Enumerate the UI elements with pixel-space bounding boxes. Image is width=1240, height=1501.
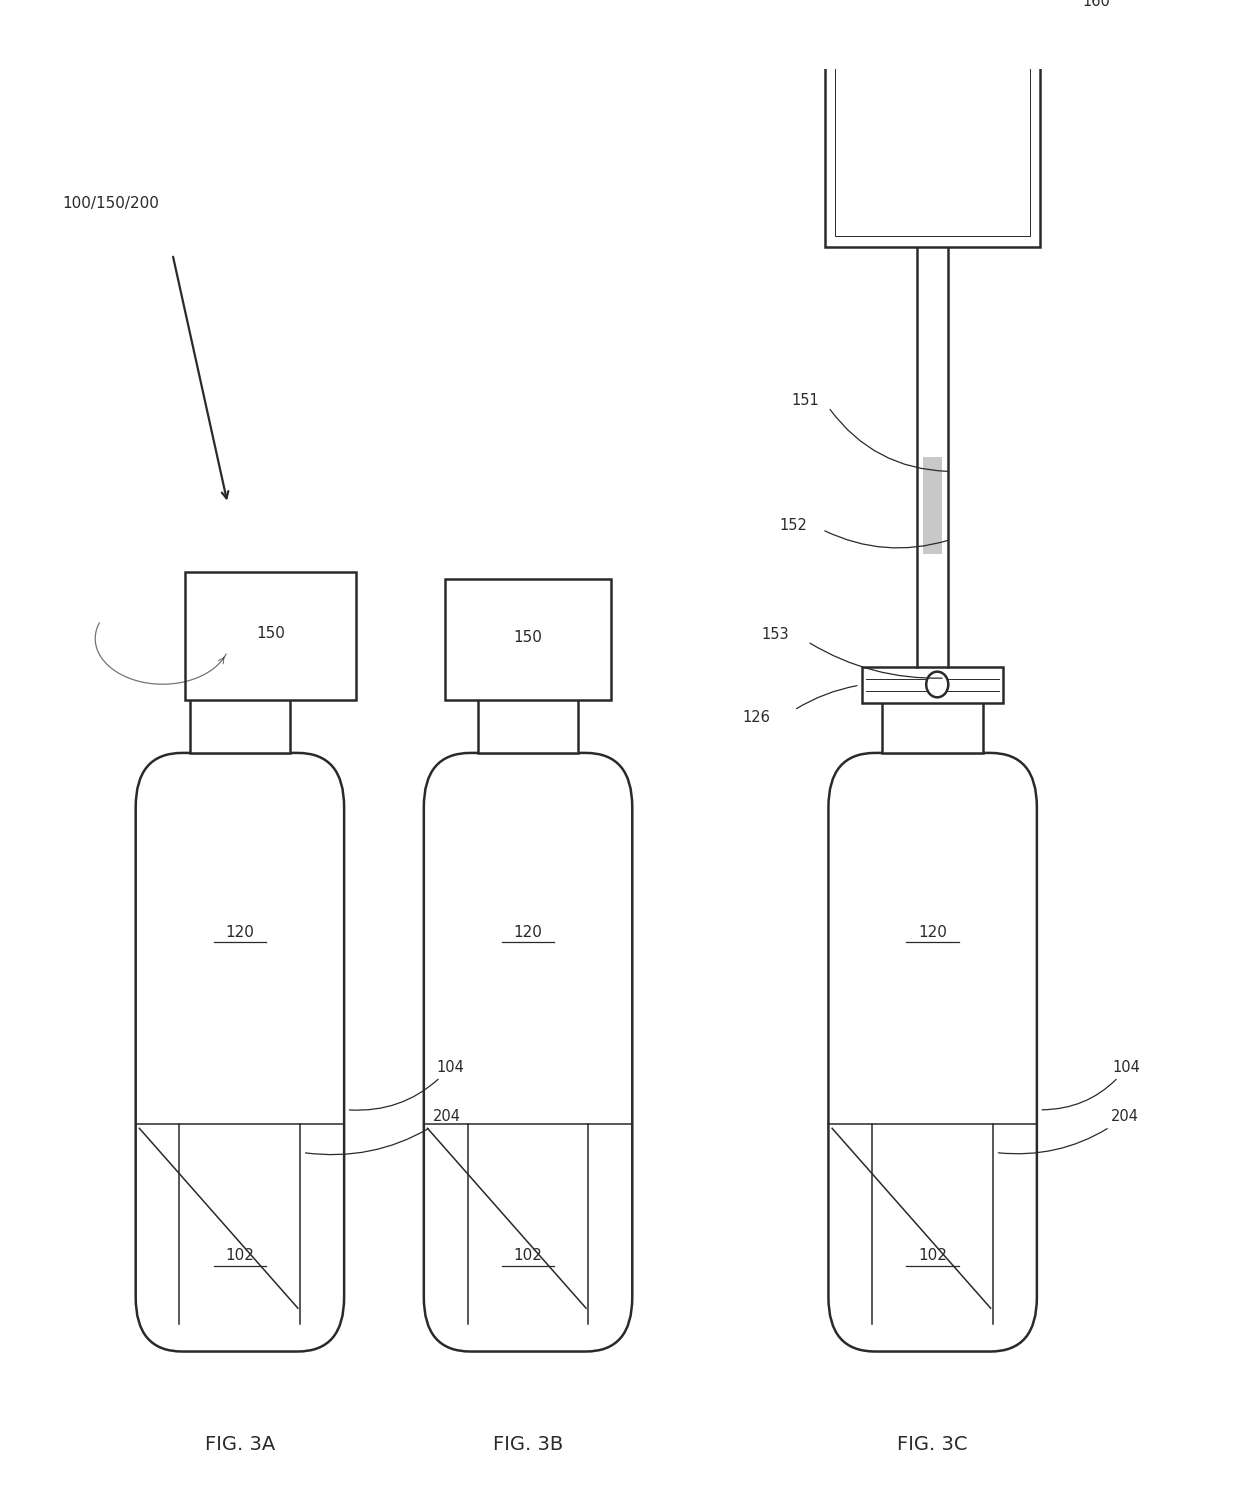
- Text: 150: 150: [257, 626, 285, 641]
- Polygon shape: [445, 579, 611, 699]
- Polygon shape: [477, 696, 578, 754]
- Text: 102: 102: [919, 1249, 947, 1264]
- Text: 120: 120: [513, 925, 542, 940]
- Polygon shape: [185, 572, 356, 699]
- Circle shape: [926, 671, 949, 698]
- Text: 151: 151: [791, 393, 820, 408]
- Text: 102: 102: [513, 1249, 542, 1264]
- Text: 150: 150: [513, 630, 542, 644]
- Text: 120: 120: [919, 925, 947, 940]
- Polygon shape: [190, 696, 290, 754]
- Polygon shape: [893, 23, 972, 54]
- FancyBboxPatch shape: [828, 754, 1037, 1351]
- Text: 204: 204: [998, 1109, 1138, 1154]
- Text: 104: 104: [1042, 1060, 1141, 1109]
- FancyBboxPatch shape: [424, 754, 632, 1351]
- Text: 102: 102: [226, 1249, 254, 1264]
- Text: 120: 120: [226, 925, 254, 940]
- Polygon shape: [883, 696, 983, 754]
- FancyBboxPatch shape: [135, 754, 345, 1351]
- Text: 104: 104: [350, 1060, 464, 1111]
- Text: FIG. 3A: FIG. 3A: [205, 1435, 275, 1453]
- Text: 150: 150: [919, 143, 947, 158]
- Polygon shape: [826, 54, 1040, 248]
- Text: 152: 152: [780, 518, 807, 533]
- Text: FIG. 3B: FIG. 3B: [494, 1435, 563, 1453]
- Text: FIG. 3C: FIG. 3C: [898, 1435, 968, 1453]
- Text: 160: 160: [1083, 0, 1111, 9]
- Text: 204: 204: [305, 1109, 460, 1154]
- Text: 100/150/200: 100/150/200: [62, 197, 159, 212]
- Text: 153: 153: [761, 627, 789, 642]
- Polygon shape: [862, 668, 1003, 702]
- Text: 126: 126: [743, 710, 770, 725]
- Polygon shape: [923, 458, 942, 554]
